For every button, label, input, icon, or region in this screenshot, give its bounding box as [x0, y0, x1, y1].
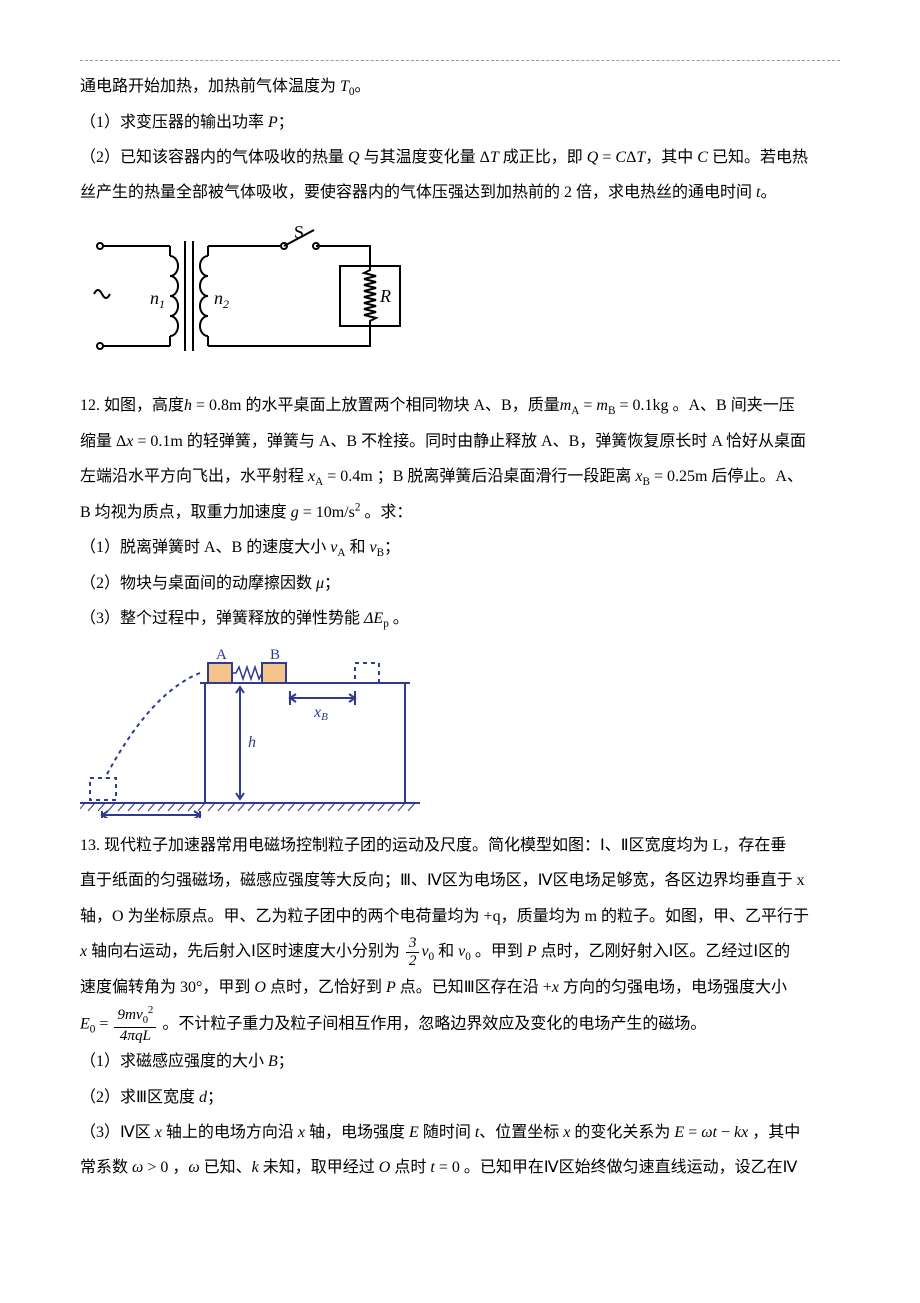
label-h: h [248, 734, 256, 751]
q13-line4: x 轴向右运动，先后射入Ⅰ区时速度大小分别为 32v0 和 v0 。甲到 P 点… [80, 934, 840, 970]
q13-q3-line2: 常系数 ω > 0 ，ω 已知、k 未知，取甲经过 O 点时 t = 0 。已知… [80, 1150, 840, 1185]
text: 和 [438, 943, 454, 960]
top-separator [80, 60, 840, 61]
text: 。不计粒子重力及粒子间相互作用，忽略边界效应及变化的电场产生的磁场。 [162, 1015, 706, 1032]
text: 。甲到 P 点时，乙刚好射入Ⅰ区。乙经过Ⅰ区的 [475, 943, 790, 960]
transformer-circuit-diagram: n1 n2 S R [80, 216, 420, 376]
q12-q3: （3）整个过程中，弹簧释放的弹性势能 ΔEp 。 [80, 601, 840, 637]
page: 通电路开始加热，加热前气体温度为 T0。 （1）求变压器的输出功率 P； （2）… [0, 0, 920, 1225]
frac-E0: 9mv02 4πqL [114, 1005, 156, 1045]
text: x 轴向右运动，先后射入Ⅰ区时速度大小分别为 [80, 943, 400, 960]
q12-q2: （2）物块与桌面间的动摩擦因数 μ； [80, 566, 840, 601]
q12-line4: B 均视为质点，取重力加速度 g = 10m/s2 。求： [80, 495, 840, 530]
label-xB: xB [313, 704, 328, 723]
q13-line1: 13. 现代粒子加速器常用电磁场控制粒子团的运动及尺度。简化模型如图：Ⅰ、Ⅱ区宽… [80, 828, 840, 863]
q11-part2-line1: （2）已知该容器内的气体吸收的热量 Q 与其温度变化量 ΔT 成正比，即 Q =… [80, 140, 840, 175]
q11-part1: （1）求变压器的输出功率 P； [80, 105, 840, 140]
q13-E0-line: E0 = 9mv02 4πqL 。不计粒子重力及粒子间相互作用，忽略边界效应及变… [80, 1005, 840, 1045]
label-B: B [270, 647, 280, 663]
text: 通电路开始加热，加热前气体温度为 T0。 [80, 78, 371, 95]
q13-line2: 直于纸面的匀强磁场，磁感应强度等大反向；Ⅲ、Ⅳ区为电场区，Ⅳ区电场足够宽，各区边… [80, 863, 840, 898]
frac-3-2: 32 [406, 935, 420, 969]
q13-q3-line1: （3）Ⅳ区 x 轴上的电场方向沿 x 轴，电场强度 E 随时间 t、位置坐标 x… [80, 1115, 840, 1150]
q12-line3: 左端沿水平方向飞出，水平射程 xA = 0.4m ；B 脱离弹簧后沿桌面滑行一段… [80, 459, 840, 495]
q13-line5: 速度偏转角为 30°，甲到 O 点时，乙恰好到 P 点。已知Ⅲ区存在沿 +x 方… [80, 970, 840, 1005]
q12-line1: 12. 如图，高度h = 0.8m 的水平桌面上放置两个相同物块 A、B，质量m… [80, 388, 840, 424]
q12-q1: （1）脱离弹簧时 A、B 的速度大小 vA 和 vB； [80, 530, 840, 566]
q12-line2: 缩量 Δx = 0.1m 的轻弹簧，弹簧与 A、B 不栓接。同时由静止释放 A、… [80, 424, 840, 459]
q11-part2-line2: 丝产生的热量全部被气体吸收，要使容器内的气体压强达到加热前的 2 倍，求电热丝的… [80, 175, 840, 210]
label-A: A [216, 647, 227, 663]
q11-cont-line: 通电路开始加热，加热前气体温度为 T0。 [80, 69, 840, 105]
q13-q1: （1）求磁感应强度的大小 B； [80, 1044, 840, 1079]
label-R: R [379, 286, 391, 306]
q13-q2: （2）求Ⅲ区宽度 d； [80, 1080, 840, 1115]
table-spring-diagram: A B h xA xB [80, 643, 420, 818]
q13-line3: 轴，O 为坐标原点。甲、乙为粒子团中的两个电荷量均为 +q，质量均为 m 的粒子… [80, 899, 840, 934]
label-S: S [294, 222, 304, 242]
label-n2: n2 [214, 288, 229, 311]
label-n1: n1 [150, 288, 165, 311]
